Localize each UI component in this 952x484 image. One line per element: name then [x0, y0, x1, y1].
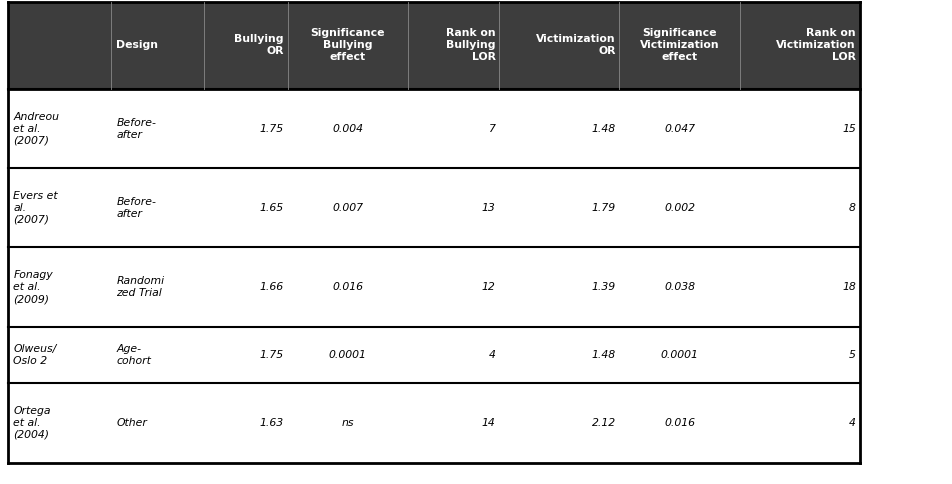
- Text: 5: 5: [848, 350, 855, 360]
- Text: 8: 8: [848, 203, 855, 213]
- Text: 1.75: 1.75: [260, 123, 284, 134]
- Text: 1.65: 1.65: [260, 203, 284, 213]
- Text: 0.0001: 0.0001: [328, 350, 367, 360]
- Text: Bullying
OR: Bullying OR: [234, 34, 284, 57]
- Text: Age-
cohort: Age- cohort: [116, 344, 151, 366]
- Text: 15: 15: [842, 123, 855, 134]
- Text: Victimization
OR: Victimization OR: [535, 34, 615, 57]
- Text: 0.016: 0.016: [332, 282, 363, 292]
- Text: 1.48: 1.48: [591, 350, 615, 360]
- Text: Rank on
Bullying
LOR: Rank on Bullying LOR: [446, 29, 495, 62]
- Bar: [8, 327, 859, 383]
- Text: 0.016: 0.016: [664, 418, 694, 428]
- Bar: [8, 89, 859, 168]
- Text: 0.007: 0.007: [332, 203, 363, 213]
- Text: Andreou
et al.
(2007): Andreou et al. (2007): [13, 111, 59, 146]
- Text: 13: 13: [482, 203, 495, 213]
- Text: Significance
Victimization
effect: Significance Victimization effect: [639, 29, 719, 62]
- Text: Randomi
zed Trial: Randomi zed Trial: [116, 276, 164, 298]
- Text: Design: Design: [116, 41, 158, 50]
- Text: 0.0001: 0.0001: [660, 350, 698, 360]
- Bar: [8, 383, 859, 463]
- Bar: [8, 247, 859, 327]
- Text: 4: 4: [848, 418, 855, 428]
- Text: Olweus/
Oslo 2: Olweus/ Oslo 2: [13, 344, 56, 366]
- Text: Other: Other: [116, 418, 147, 428]
- Text: 1.66: 1.66: [260, 282, 284, 292]
- Text: 0.038: 0.038: [664, 282, 694, 292]
- Text: 4: 4: [488, 350, 495, 360]
- Text: 1.39: 1.39: [591, 282, 615, 292]
- Text: ns: ns: [341, 418, 354, 428]
- Text: Before-
after: Before- after: [116, 118, 156, 139]
- Text: Evers et
al.
(2007): Evers et al. (2007): [13, 191, 58, 225]
- Text: Fonagy
et al.
(2009): Fonagy et al. (2009): [13, 270, 53, 304]
- Bar: [8, 2, 859, 89]
- Text: 0.047: 0.047: [664, 123, 694, 134]
- Bar: [8, 168, 859, 247]
- Text: 0.004: 0.004: [332, 123, 363, 134]
- Text: Ortega
et al.
(2004): Ortega et al. (2004): [13, 406, 50, 440]
- Text: 18: 18: [842, 282, 855, 292]
- Text: 1.79: 1.79: [591, 203, 615, 213]
- Text: 0.002: 0.002: [664, 203, 694, 213]
- Text: 1.75: 1.75: [260, 350, 284, 360]
- Text: 1.63: 1.63: [260, 418, 284, 428]
- Text: 14: 14: [482, 418, 495, 428]
- Text: 2.12: 2.12: [591, 418, 615, 428]
- Text: Rank on
Victimization
LOR: Rank on Victimization LOR: [775, 29, 855, 62]
- Text: Before-
after: Before- after: [116, 197, 156, 219]
- Text: 7: 7: [488, 123, 495, 134]
- Text: 1.48: 1.48: [591, 123, 615, 134]
- Text: 12: 12: [482, 282, 495, 292]
- Text: Significance
Bullying
effect: Significance Bullying effect: [310, 29, 385, 62]
